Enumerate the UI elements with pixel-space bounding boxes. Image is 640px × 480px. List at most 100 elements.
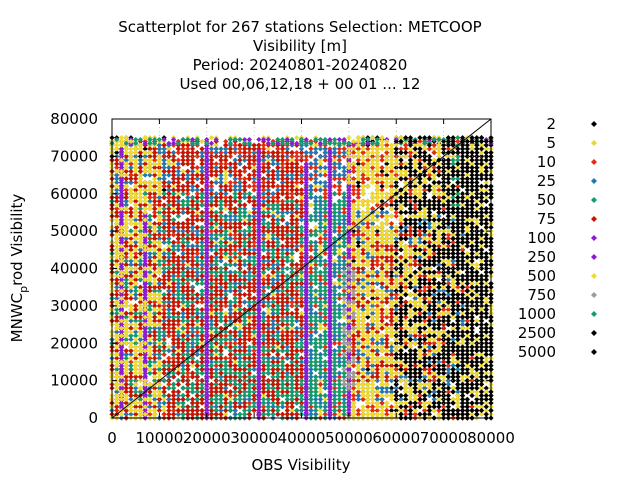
- point-class-2: [393, 202, 399, 208]
- point-class-5: [223, 310, 229, 316]
- point-class-5: [374, 217, 380, 223]
- point-class-2: [379, 198, 385, 204]
- point-class-5: [152, 176, 158, 182]
- point-class-5: [355, 172, 361, 178]
- point-class-5: [298, 310, 305, 316]
- point-class-5: [156, 307, 162, 313]
- point-class-2: [393, 206, 399, 212]
- point-class-5: [426, 236, 433, 242]
- point-class-5: [180, 168, 186, 174]
- point-class-5: [166, 280, 172, 287]
- point-class-5: [469, 370, 475, 376]
- point-class-2: [388, 385, 395, 391]
- point-class-2: [483, 250, 489, 257]
- point-class-5: [469, 288, 475, 294]
- point-class-10: [114, 206, 120, 212]
- point-class-5: [317, 407, 324, 414]
- point-class-5: [227, 228, 234, 234]
- point-class-5: [317, 183, 324, 189]
- point-class-5: [170, 161, 177, 167]
- point-class-5: [175, 325, 181, 331]
- point-class-5: [213, 176, 219, 182]
- point-class-5: [213, 224, 219, 230]
- point-class-5: [313, 142, 319, 148]
- point-class-5: [128, 292, 134, 298]
- point-class-5: [142, 187, 148, 193]
- point-class-5: [407, 396, 414, 402]
- point-class-5: [393, 262, 399, 268]
- point-class-5: [355, 202, 361, 208]
- point-class-2: [379, 206, 385, 212]
- point-class-5: [351, 146, 357, 152]
- point-class-5: [137, 172, 144, 178]
- point-class-5: [483, 213, 489, 219]
- point-class-5: [332, 157, 338, 163]
- point-class-5: [483, 194, 489, 201]
- point-class-5: [336, 247, 342, 253]
- point-class-5: [161, 396, 167, 402]
- point-class-2: [388, 202, 395, 208]
- point-class-5: [298, 247, 305, 253]
- point-class-5: [317, 161, 324, 167]
- point-class-5: [379, 292, 385, 298]
- point-class-5: [322, 303, 328, 309]
- point-class-5: [403, 318, 409, 324]
- chart-title: Scatterplot for 267 stations Selection: …: [118, 18, 481, 93]
- point-class-5: [407, 292, 414, 298]
- point-class-5: [336, 250, 342, 257]
- point-class-5: [351, 239, 357, 245]
- point-class-5: [469, 146, 475, 152]
- point-class-5: [261, 273, 267, 279]
- point-class-5: [199, 340, 205, 346]
- point-class-5: [161, 247, 167, 253]
- point-class-5: [114, 243, 120, 249]
- point-class-5: [232, 321, 238, 328]
- point-class-5: [237, 321, 243, 328]
- point-class-5: [175, 191, 181, 197]
- point-class-5: [455, 404, 461, 410]
- point-class-5: [417, 299, 423, 305]
- point-class-2: [474, 396, 480, 402]
- point-class-5: [308, 262, 314, 268]
- point-class-2: [474, 400, 480, 406]
- point-class-5: [351, 329, 357, 335]
- point-class-5: [317, 232, 324, 238]
- point-class-5: [369, 168, 376, 174]
- point-class-2: [474, 254, 480, 260]
- point-class-2: [412, 198, 418, 204]
- point-class-5: [246, 318, 252, 324]
- point-class-5: [170, 206, 177, 212]
- point-class-2: [351, 258, 357, 264]
- point-class-5: [289, 157, 295, 163]
- point-class-5: [422, 206, 428, 212]
- point-class-2: [403, 277, 409, 283]
- point-class-5: [322, 168, 328, 174]
- point-class-5: [436, 221, 442, 227]
- point-class-2: [374, 228, 380, 234]
- point-class-5: [388, 161, 395, 167]
- point-class-5: [185, 262, 191, 268]
- point-class-2: [469, 348, 475, 354]
- point-class-5: [403, 187, 409, 193]
- point-class-5: [431, 187, 437, 193]
- point-class-5: [369, 400, 376, 406]
- point-class-5: [223, 411, 229, 417]
- point-class-5: [223, 206, 229, 212]
- point-class-2: [478, 262, 485, 268]
- point-class-5: [369, 135, 376, 141]
- point-class-5: [369, 396, 376, 402]
- point-class-5: [275, 344, 281, 350]
- plot-area: [109, 118, 494, 421]
- point-class-5: [360, 153, 366, 159]
- point-class-5: [478, 307, 485, 313]
- point-class-5: [431, 146, 437, 152]
- point-class-2: [464, 191, 470, 197]
- point-class-5: [208, 329, 215, 335]
- point-class-5: [474, 318, 480, 324]
- point-class-5: [483, 280, 489, 287]
- point-class-5: [360, 187, 366, 193]
- point-class-2: [412, 217, 418, 223]
- point-class-5: [166, 157, 172, 163]
- point-class-2: [393, 239, 399, 245]
- point-class-5: [336, 280, 342, 287]
